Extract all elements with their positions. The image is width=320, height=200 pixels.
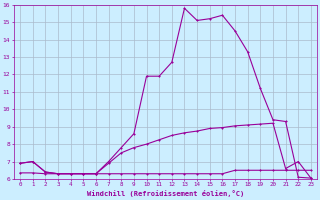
- X-axis label: Windchill (Refroidissement éolien,°C): Windchill (Refroidissement éolien,°C): [87, 190, 244, 197]
